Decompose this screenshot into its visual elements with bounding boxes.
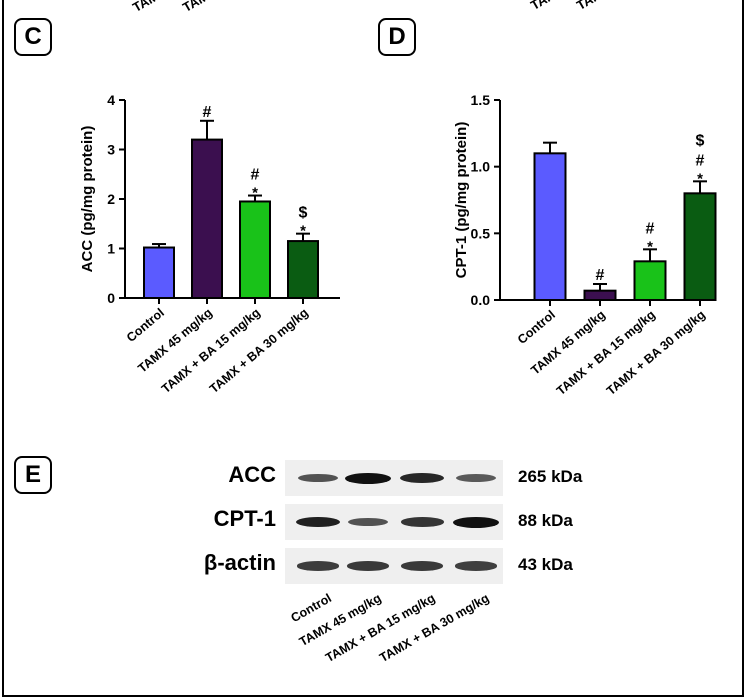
category-label: TAMX + BA 30 mg/kg [604,308,708,398]
significance-marker: * [300,223,306,240]
y-tick-label: 1.0 [471,159,491,175]
bar [143,246,175,299]
significance-marker: $ [299,205,308,222]
blot-band [346,561,390,571]
blot-size-label: 88 kDa [518,511,573,530]
y-tick-label: 1.5 [471,92,491,108]
blot-band [345,472,391,484]
blot-band [456,474,496,482]
y-tick-label: 0.0 [471,292,491,308]
y-axis-title: CPT-1 (pg/mg protein) [453,122,470,279]
blot-band [453,516,499,528]
category-label: Control [124,306,167,345]
y-axis-title: ACC (pg/mg protein) [79,126,96,273]
y-tick-label: 0 [107,290,115,306]
y-tick-label: 1 [107,241,115,257]
panel-label-c: C [14,18,52,56]
bar [683,192,717,301]
blot-size-label: 43 kDa [518,555,573,574]
blot-band [297,473,339,483]
blot-band [454,561,498,571]
significance-marker: # [646,220,655,237]
panel-label-e: E [14,456,52,494]
y-tick-label: 3 [107,142,115,158]
bar [583,289,617,302]
bar [633,260,667,301]
panel-label-d: D [378,18,416,56]
significance-marker: * [697,170,703,187]
significance-marker: # [596,267,605,284]
blot-band [400,561,444,571]
blot-protein-label: CPT-1 [213,506,276,531]
blot-protein-label: β-actin [203,550,276,575]
significance-marker: # [251,167,260,184]
y-tick-label: 4 [107,92,115,108]
blot-band [296,561,340,571]
blot-size-label: 265 kDa [518,467,583,486]
bar [239,200,271,299]
bar [191,138,223,299]
significance-marker: # [696,152,705,169]
blot-band [400,517,444,527]
category-label: Control [515,308,558,347]
significance-marker: # [203,104,212,121]
blot-band [347,517,389,527]
bar [287,240,319,299]
y-tick-label: 2 [107,191,115,207]
blot-protein-label: ACC [228,462,276,487]
bar [533,152,567,302]
significance-marker: * [252,185,258,202]
blot-band [399,472,445,484]
significance-marker: * [647,238,653,255]
blot-band [295,516,341,528]
significance-marker: $ [696,132,705,149]
y-tick-label: 0.5 [471,225,491,241]
